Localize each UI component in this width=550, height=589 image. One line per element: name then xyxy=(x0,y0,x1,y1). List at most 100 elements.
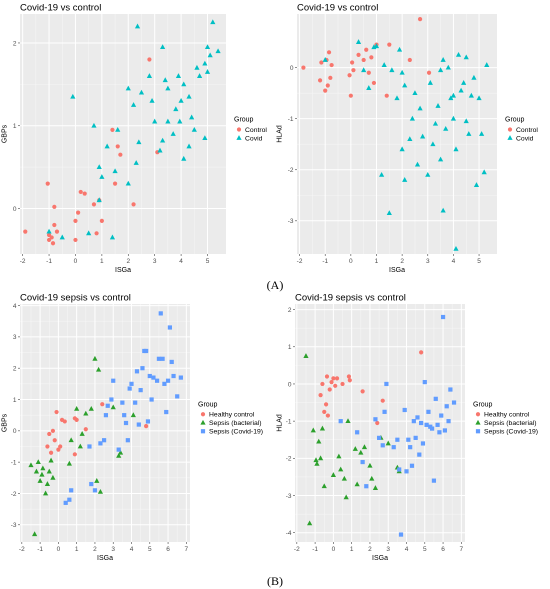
tick-label-x: 3 xyxy=(153,258,157,265)
plot-background xyxy=(20,14,226,254)
data-point xyxy=(23,229,28,234)
data-point xyxy=(175,394,180,399)
plot-a2: -2 -1 0 1 2 3 4 5 -3 -2 -1 0 Covid-19 vs control ISGa… xyxy=(275,0,550,275)
tick-label-x: 4 xyxy=(405,546,409,553)
data-point xyxy=(156,356,162,361)
chart-svg: -2 -1 0 1 2 3 4 5 0 1 2 Covid-19 vs control ISGa GBPs… xyxy=(2,3,268,275)
data-point xyxy=(70,93,76,99)
data-point xyxy=(437,430,442,435)
data-point xyxy=(35,459,41,465)
data-point xyxy=(389,67,395,73)
data-point xyxy=(96,164,102,170)
data-point xyxy=(152,118,158,124)
legend-label: Sepsis (Covid-19) xyxy=(209,429,263,436)
series-sepsis-bacterial xyxy=(303,353,402,526)
data-point xyxy=(86,230,92,236)
data-point xyxy=(424,422,429,427)
tick-label-x: 1 xyxy=(375,258,379,265)
tick-label-x: 0 xyxy=(332,546,336,553)
data-point xyxy=(402,82,408,88)
data-point xyxy=(307,520,313,526)
data-point xyxy=(331,376,336,381)
data-point xyxy=(96,197,102,203)
data-point xyxy=(162,381,167,386)
tick-label-x: 7 xyxy=(460,546,464,553)
data-point xyxy=(356,52,361,57)
data-point xyxy=(94,478,100,483)
data-point xyxy=(407,136,413,142)
tick-label-x: 1 xyxy=(75,546,79,553)
series-covid xyxy=(322,39,490,251)
data-point xyxy=(336,453,342,459)
data-point xyxy=(215,48,221,54)
data-point xyxy=(52,222,57,228)
chart-title: Covid-19 sepsis vs control xyxy=(295,293,406,304)
legend-label: Covid xyxy=(245,135,263,142)
data-point xyxy=(420,441,426,446)
plot-b2: -2 -1 0 1 2 3 4 5 6 7 -4 -3 -2 -1 0 1 2 Covid-19 sepsis v… xyxy=(275,290,550,565)
data-point xyxy=(414,161,421,167)
data-point xyxy=(100,402,105,407)
data-point xyxy=(431,478,437,483)
data-point xyxy=(373,43,380,49)
data-point xyxy=(458,87,464,93)
data-point xyxy=(83,410,89,416)
data-point xyxy=(380,443,385,448)
data-point xyxy=(426,409,431,414)
tick-label-y: 2 xyxy=(288,307,292,314)
data-point xyxy=(133,160,139,165)
data-point xyxy=(76,210,81,215)
data-point xyxy=(144,348,149,354)
tick-label-x: 0 xyxy=(57,546,61,553)
data-point xyxy=(99,174,105,179)
data-point xyxy=(40,465,46,471)
tick-label-x: 4 xyxy=(130,546,134,553)
data-point xyxy=(125,85,131,91)
data-point xyxy=(109,234,116,240)
data-point xyxy=(360,389,365,394)
tick-label-y: 1 xyxy=(288,344,292,351)
data-point xyxy=(303,353,309,358)
data-point xyxy=(317,78,323,83)
data-point xyxy=(165,378,171,383)
data-point xyxy=(164,409,169,415)
data-point xyxy=(63,500,68,505)
data-point xyxy=(112,181,118,186)
data-point xyxy=(387,42,392,47)
tick-label-x: -1 xyxy=(322,258,328,265)
data-point xyxy=(149,97,155,103)
data-point xyxy=(72,452,77,457)
data-point xyxy=(50,474,56,480)
y-axis-label: GBPs xyxy=(2,413,9,432)
data-point xyxy=(204,44,211,50)
data-point xyxy=(74,417,79,422)
data-point xyxy=(391,445,396,450)
y-axis-label: HLAd xyxy=(277,125,284,143)
data-point xyxy=(437,67,444,73)
data-point xyxy=(160,44,166,50)
data-point xyxy=(350,60,355,65)
data-point xyxy=(440,207,446,213)
legend-key xyxy=(475,429,481,434)
tick-label-x: 3 xyxy=(386,546,390,553)
data-point xyxy=(313,457,319,463)
x-axis-label: ISGa xyxy=(389,267,405,274)
data-point xyxy=(371,80,377,86)
legend-key xyxy=(200,429,206,434)
tick-label-x: -2 xyxy=(20,258,26,265)
legend-label: Sepsis (Covid-19) xyxy=(484,429,538,436)
data-point xyxy=(129,381,134,386)
data-point xyxy=(122,413,127,418)
data-point xyxy=(147,373,152,379)
legend-label: Control xyxy=(245,127,267,134)
data-point xyxy=(169,359,174,365)
data-point xyxy=(448,387,453,392)
data-point xyxy=(322,57,328,62)
legend-key xyxy=(200,412,206,417)
data-point xyxy=(369,475,375,481)
tick-label-y: -2 xyxy=(288,167,294,174)
legend-key xyxy=(475,419,481,425)
tick-label-x: 2 xyxy=(368,546,372,553)
data-point xyxy=(116,452,122,458)
data-point xyxy=(68,437,74,443)
